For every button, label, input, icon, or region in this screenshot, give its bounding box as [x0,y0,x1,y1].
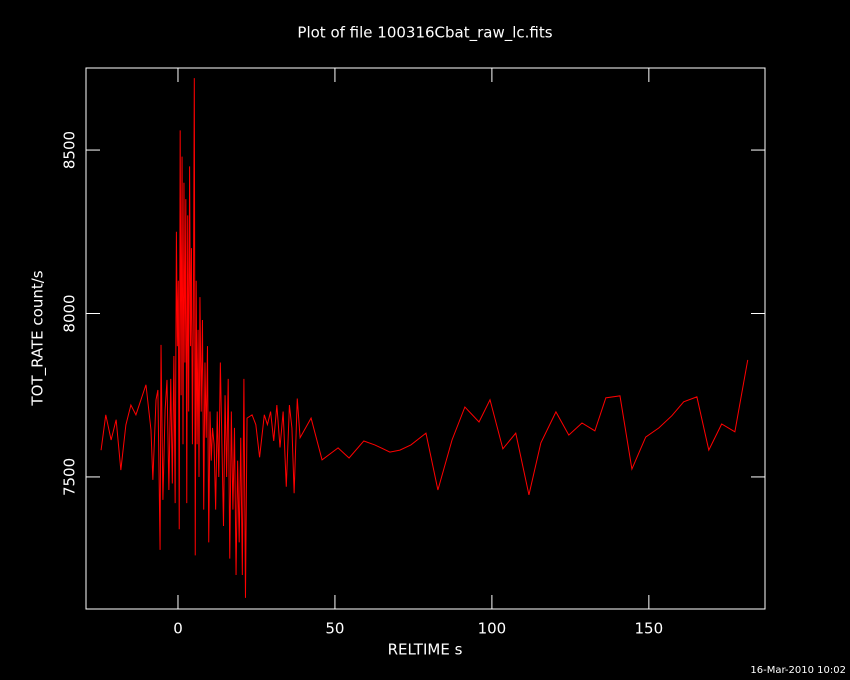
timestamp: 16-Mar-2010 10:02 [750,665,846,676]
light-curve [100,78,749,598]
x-axis-label: RELTIME s [388,641,463,659]
x-tick-label: 0 [173,620,183,638]
x-tick-label: 100 [478,620,507,638]
chart-title: Plot of file 100316Cbat_raw_lc.fits [297,24,552,43]
x-tick-label: 50 [325,620,344,638]
y-axis-label: TOT_RATE count/s [29,270,48,406]
x-tick-label: 150 [635,620,664,638]
y-tick-label: 7500 [61,458,79,496]
y-tick-label: 8000 [61,294,79,332]
plot-frame [85,67,766,610]
y-tick-label: 8500 [61,131,79,169]
